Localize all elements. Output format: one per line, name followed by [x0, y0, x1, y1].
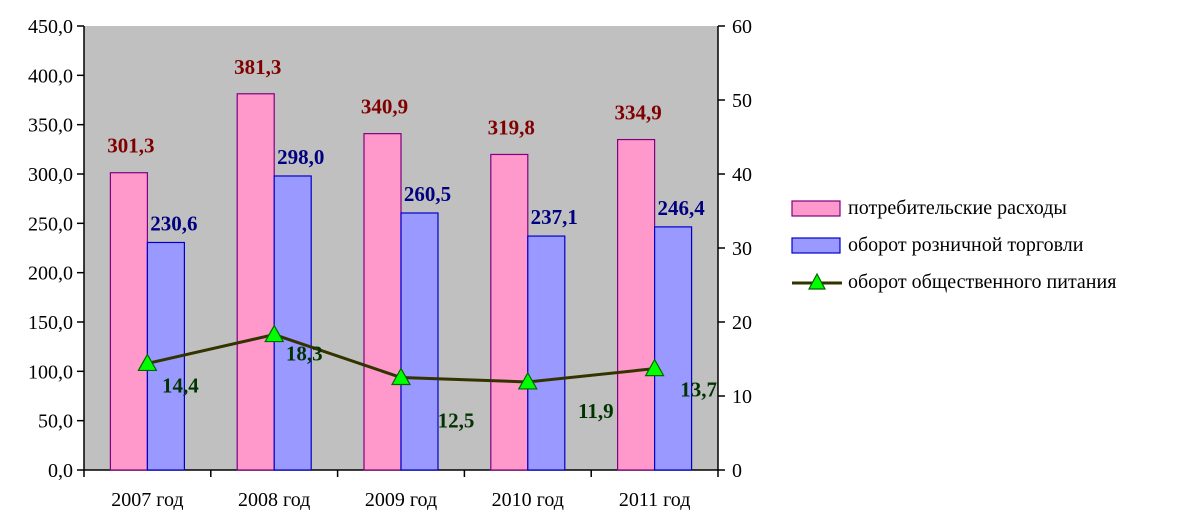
- left-axis-tick-label: 150,0: [28, 312, 73, 334]
- left-axis-tick-label: 200,0: [28, 263, 73, 285]
- line-point-marker: [137, 353, 158, 372]
- bar-consumer-spending: [109, 172, 149, 471]
- line-point-marker: [517, 371, 538, 390]
- data-label-consumer-spending: 301,3: [107, 134, 154, 158]
- x-axis-category-label: 2010 год: [492, 489, 564, 511]
- data-label-catering-turnover: 13,7: [680, 378, 717, 402]
- left-axis-tick-label: 400,0: [28, 65, 73, 87]
- bar-consumer-spending: [616, 138, 656, 471]
- legend-swatch-consumer-spending: [791, 200, 841, 217]
- data-label-consumer-spending: 319,8: [488, 115, 535, 139]
- right-axis-tick-label: 20: [732, 312, 752, 334]
- data-label-retail-turnover: 246,4: [657, 196, 705, 220]
- left-axis-tick-label: 450,0: [28, 16, 73, 38]
- right-axis-tick-label: 10: [732, 386, 752, 408]
- data-label-catering-turnover: 11,9: [578, 399, 614, 423]
- left-axis-tick-label: 100,0: [28, 361, 73, 383]
- data-label-consumer-spending: 381,3: [234, 55, 281, 79]
- right-axis-tick-label: 0: [732, 460, 742, 482]
- bar-consumer-spending: [490, 153, 529, 471]
- left-axis-tick-label: 350,0: [28, 115, 73, 137]
- bar-consumer-spending: [363, 133, 402, 471]
- left-axis-tick-label: 300,0: [28, 164, 73, 186]
- data-label-catering-turnover: 18,3: [286, 342, 323, 366]
- data-label-retail-turnover: 298,0: [277, 145, 324, 169]
- legend-label-consumer-spending: потребительские расходы: [848, 197, 1067, 219]
- left-axis-tick-label: 0,0: [48, 460, 73, 482]
- data-label-catering-turnover: 12,5: [438, 409, 475, 433]
- legend-swatch-catering-marker: [808, 272, 826, 290]
- line-point-marker: [390, 367, 412, 386]
- right-axis-tick-label: 30: [732, 238, 752, 260]
- data-label-consumer-spending: 340,9: [361, 95, 408, 119]
- x-axis-category-label: 2008 год: [238, 489, 310, 511]
- right-axis-tick-label: 50: [732, 90, 752, 112]
- data-label-retail-turnover: 260,5: [404, 182, 451, 206]
- data-label-retail-turnover: 237,1: [531, 205, 578, 229]
- x-axis-category-label: 2007 год: [111, 489, 183, 511]
- data-label-catering-turnover: 14,4: [162, 373, 199, 397]
- bar-retail-turnover: [527, 235, 566, 471]
- legend-label-retail-turnover: оборот розничной торговли: [848, 234, 1084, 256]
- legend-label-catering-turnover: оборот общественного питания: [848, 271, 1116, 293]
- bar-retail-turnover: [273, 175, 312, 471]
- legend-swatch-retail-turnover: [791, 237, 841, 254]
- data-label-consumer-spending: 334,9: [614, 101, 661, 125]
- left-axis-tick-label: 50,0: [38, 411, 73, 433]
- left-axis-tick-label: 250,0: [28, 213, 73, 235]
- x-axis-category-label: 2011 год: [619, 489, 691, 511]
- data-label-retail-turnover: 230,6: [150, 211, 197, 235]
- right-axis-tick-label: 40: [732, 164, 752, 186]
- line-point-marker: [264, 324, 285, 343]
- right-axis-tick-label: 60: [732, 16, 752, 38]
- bar-retail-turnover: [653, 226, 693, 471]
- bar-consumer-spending: [236, 93, 275, 471]
- line-point-marker: [644, 358, 665, 377]
- x-axis-category-label: 2009 год: [365, 489, 437, 511]
- bar-retail-turnover: [400, 212, 439, 471]
